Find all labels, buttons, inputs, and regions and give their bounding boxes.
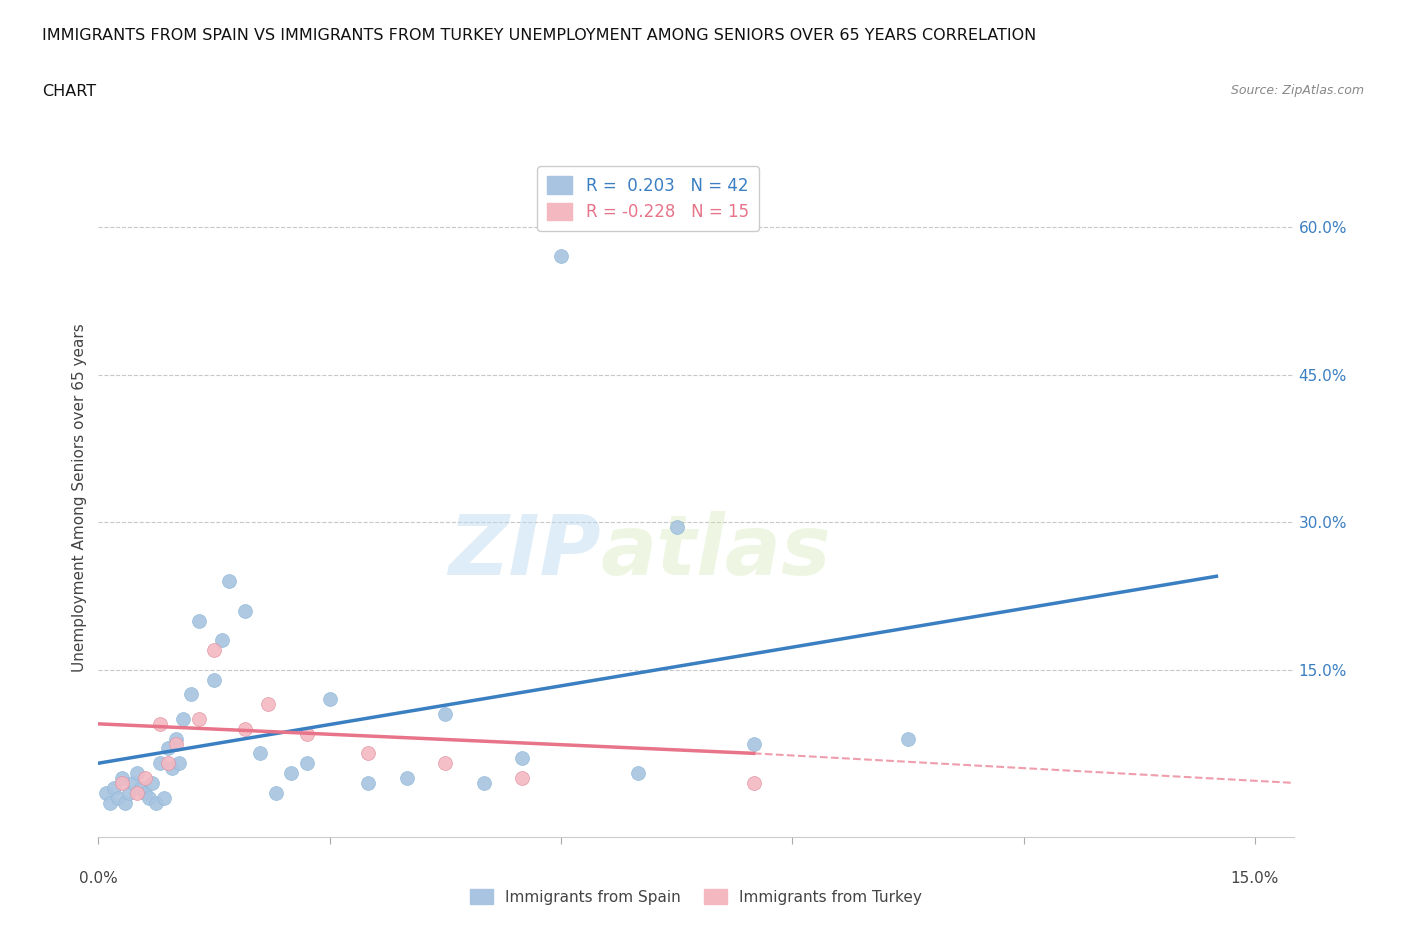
Point	[434, 707, 457, 722]
Point	[472, 776, 495, 790]
Point	[149, 716, 172, 731]
Point	[180, 687, 202, 702]
Point	[357, 776, 380, 790]
Point	[156, 756, 179, 771]
Point	[742, 776, 765, 790]
Point	[264, 785, 287, 800]
Point	[110, 771, 132, 786]
Point	[395, 771, 418, 786]
Point	[129, 780, 152, 795]
Point	[153, 790, 176, 805]
Point	[107, 790, 129, 805]
Point	[295, 756, 318, 771]
Text: IMMIGRANTS FROM SPAIN VS IMMIGRANTS FROM TURKEY UNEMPLOYMENT AMONG SENIORS OVER : IMMIGRANTS FROM SPAIN VS IMMIGRANTS FROM…	[42, 28, 1036, 43]
Point	[149, 756, 172, 771]
Point	[134, 785, 156, 800]
Point	[145, 795, 167, 810]
Point	[156, 741, 179, 756]
Text: 15.0%: 15.0%	[1230, 871, 1279, 886]
Point	[211, 632, 233, 647]
Point	[249, 746, 271, 761]
Point	[295, 726, 318, 741]
Point	[357, 746, 380, 761]
Point	[665, 520, 688, 535]
Point	[627, 765, 650, 780]
Point	[233, 604, 256, 618]
Point	[165, 736, 187, 751]
Point	[165, 731, 187, 746]
Text: Source: ZipAtlas.com: Source: ZipAtlas.com	[1230, 84, 1364, 97]
Point	[94, 785, 117, 800]
Point	[218, 574, 240, 589]
Point	[122, 776, 145, 790]
Point	[125, 785, 148, 800]
Y-axis label: Unemployment Among Seniors over 65 years: Unemployment Among Seniors over 65 years	[72, 324, 87, 671]
Text: ZIP: ZIP	[447, 512, 600, 592]
Point	[550, 249, 572, 264]
Point	[172, 711, 194, 726]
Point	[187, 613, 209, 628]
Point	[103, 780, 125, 795]
Point	[280, 765, 302, 780]
Point	[125, 765, 148, 780]
Point	[134, 771, 156, 786]
Point	[434, 756, 457, 771]
Point	[202, 672, 225, 687]
Legend: Immigrants from Spain, Immigrants from Turkey: Immigrants from Spain, Immigrants from T…	[464, 883, 928, 910]
Point	[257, 697, 280, 711]
Point	[110, 776, 132, 790]
Point	[187, 711, 209, 726]
Point	[202, 643, 225, 658]
Point	[512, 751, 534, 765]
Point	[742, 736, 765, 751]
Point	[233, 722, 256, 737]
Point	[141, 776, 163, 790]
Point	[98, 795, 121, 810]
Point	[118, 785, 141, 800]
Point	[897, 731, 920, 746]
Text: CHART: CHART	[42, 84, 96, 99]
Text: atlas: atlas	[600, 512, 831, 592]
Point	[160, 761, 183, 776]
Point	[169, 756, 191, 771]
Point	[138, 790, 160, 805]
Point	[512, 771, 534, 786]
Point	[319, 692, 342, 707]
Point	[114, 795, 136, 810]
Text: 0.0%: 0.0%	[79, 871, 118, 886]
